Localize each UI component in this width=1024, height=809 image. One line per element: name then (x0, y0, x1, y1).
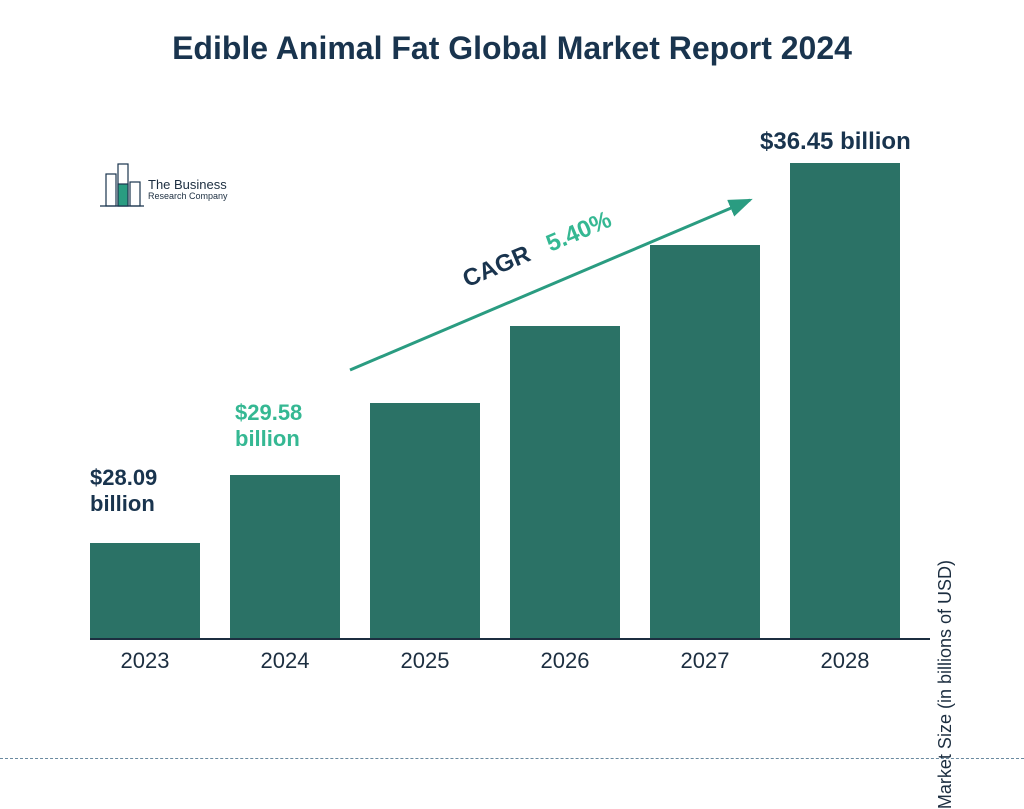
x-axis-label: 2026 (510, 648, 620, 674)
bar (650, 245, 760, 638)
value-callout: $28.09billion (90, 465, 157, 518)
value-callout: $29.58billion (235, 400, 302, 453)
footer-divider (0, 758, 1024, 759)
x-axis-label: 2023 (90, 648, 200, 674)
bar (370, 403, 480, 638)
bar (90, 543, 200, 638)
bar (230, 475, 340, 638)
x-axis-label: 2025 (370, 648, 480, 674)
value-callout: $36.45 billion (760, 128, 911, 157)
bar (510, 326, 620, 638)
plot-region (90, 140, 930, 640)
chart-area: Market Size (in billions of USD) 2023202… (90, 140, 930, 680)
x-axis-label: 2028 (790, 648, 900, 674)
chart-title: Edible Animal Fat Global Market Report 2… (0, 30, 1024, 67)
chart-title-text: Edible Animal Fat Global Market Report 2… (172, 30, 852, 66)
y-axis-label: Market Size (in billions of USD) (935, 560, 956, 809)
bar (790, 163, 900, 638)
x-axis-label: 2024 (230, 648, 340, 674)
x-axis-label: 2027 (650, 648, 760, 674)
